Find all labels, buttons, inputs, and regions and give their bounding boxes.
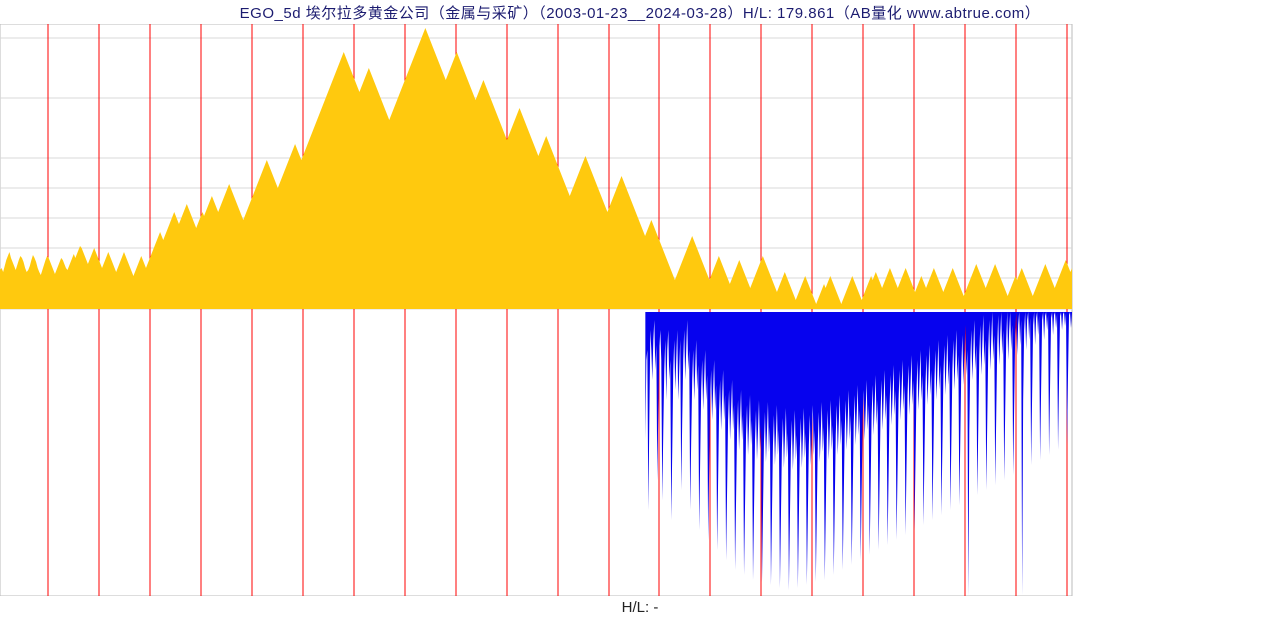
- chart-footer: H/L: -: [0, 599, 1280, 616]
- chart-title: EGO_5d 埃尔拉多黄金公司（金属与采矿）（2003-01-23__2024-…: [0, 2, 1280, 23]
- chart-svg: [0, 24, 1280, 596]
- chart-area: [0, 24, 1280, 596]
